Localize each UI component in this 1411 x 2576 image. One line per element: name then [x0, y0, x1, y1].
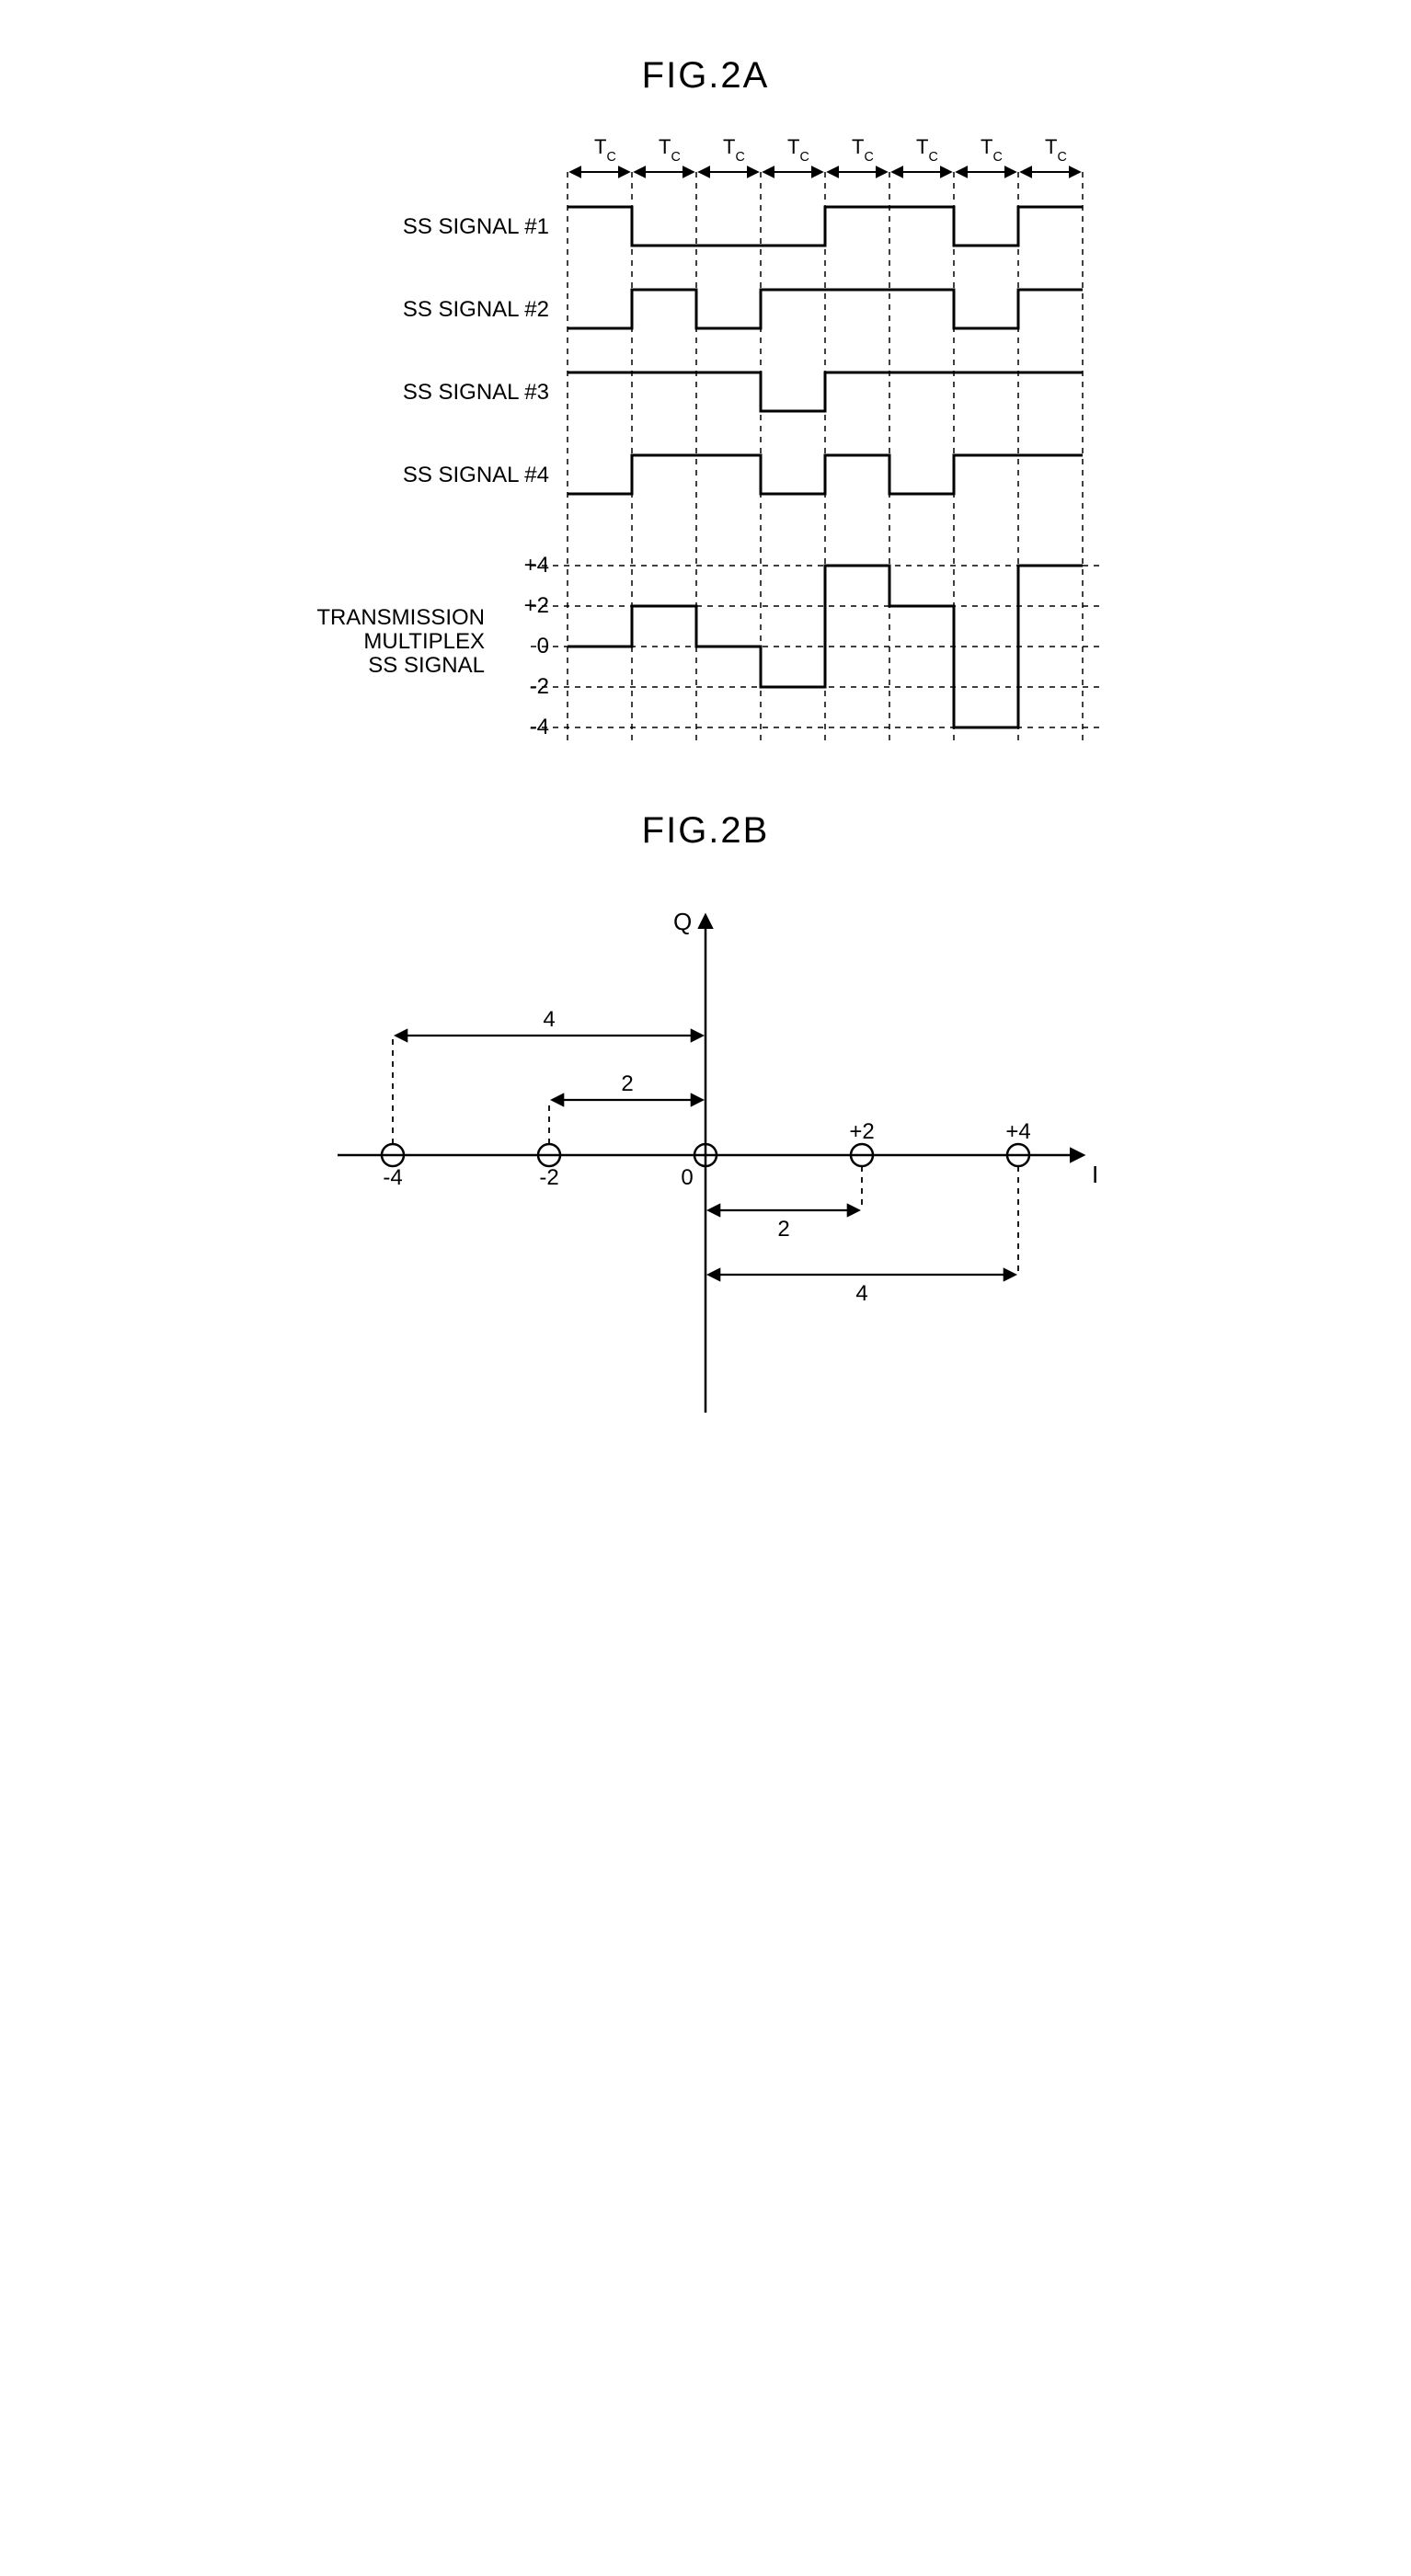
- svg-text:-2: -2: [530, 674, 549, 699]
- svg-text:I: I: [1092, 1161, 1098, 1188]
- svg-text:0: 0: [537, 634, 549, 658]
- svg-text:SS SIGNAL: SS SIGNAL: [368, 653, 485, 678]
- svg-text:+4: +4: [524, 553, 549, 578]
- svg-text:-4: -4: [383, 1165, 402, 1190]
- svg-text:TC: TC: [659, 135, 681, 165]
- svg-text:TC: TC: [916, 135, 938, 165]
- svg-text:TC: TC: [787, 135, 809, 165]
- svg-text:MULTIPLEX: MULTIPLEX: [363, 629, 485, 654]
- fig2a-diagram: TC TC TC TC TC TC TC TC SS SIGNAL #1 SS SIGNAL #2…: [292, 124, 1119, 764]
- svg-text:2: 2: [777, 1217, 789, 1242]
- svg-text:TC: TC: [852, 135, 874, 165]
- svg-text:0: 0: [681, 1165, 693, 1190]
- svg-text:TC: TC: [594, 135, 616, 165]
- svg-text:+4: +4: [1005, 1119, 1030, 1144]
- svg-text:SS SIGNAL #2: SS SIGNAL #2: [403, 297, 549, 322]
- svg-text:4: 4: [855, 1281, 867, 1306]
- svg-text:TC: TC: [981, 135, 1003, 165]
- svg-text:TRANSMISSION: TRANSMISSION: [316, 605, 485, 630]
- svg-text:TC: TC: [723, 135, 745, 165]
- fig2b-title: FIG.2B: [642, 810, 770, 852]
- svg-text:TC: TC: [1045, 135, 1067, 165]
- svg-text:2: 2: [621, 1071, 633, 1096]
- svg-text:4: 4: [543, 1007, 555, 1032]
- svg-text:+2: +2: [849, 1119, 874, 1144]
- svg-text:SS SIGNAL #3: SS SIGNAL #3: [403, 380, 549, 405]
- fig2b-diagram: I Q -4 -2 0 +2 +4 4 2 2 4: [292, 879, 1119, 1449]
- svg-text:SS SIGNAL #4: SS SIGNAL #4: [403, 463, 549, 487]
- fig2a-title: FIG.2A: [642, 55, 770, 97]
- svg-text:-4: -4: [530, 715, 549, 739]
- svg-text:-2: -2: [539, 1165, 558, 1190]
- svg-text:Q: Q: [673, 908, 692, 935]
- svg-text:+2: +2: [524, 593, 549, 618]
- svg-text:SS SIGNAL #1: SS SIGNAL #1: [403, 214, 549, 239]
